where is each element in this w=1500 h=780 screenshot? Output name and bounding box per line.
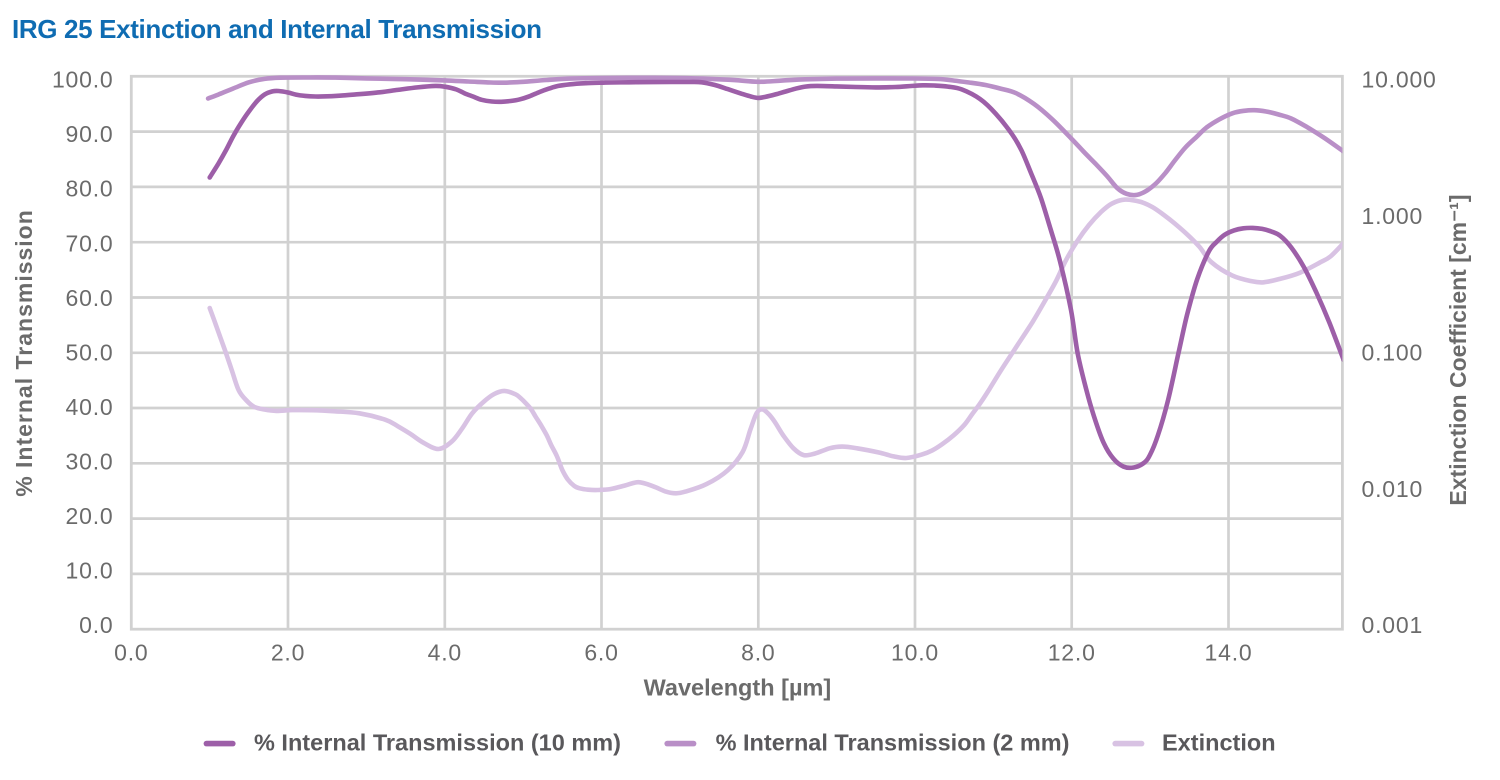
svg-text:% Internal Transmission (2 mm): % Internal Transmission (2 mm) bbox=[716, 730, 1070, 756]
svg-text:10.000: 10.000 bbox=[1362, 67, 1437, 93]
svg-text:0.0: 0.0 bbox=[114, 640, 148, 666]
svg-text:Wavelength [µm]: Wavelength [µm] bbox=[644, 675, 832, 701]
svg-text:10.0: 10.0 bbox=[891, 640, 939, 666]
svg-text:90.0: 90.0 bbox=[66, 121, 114, 147]
svg-text:30.0: 30.0 bbox=[66, 449, 114, 475]
svg-text:60.0: 60.0 bbox=[66, 285, 114, 311]
svg-text:80.0: 80.0 bbox=[66, 176, 114, 202]
svg-text:8.0: 8.0 bbox=[741, 640, 775, 666]
svg-text:Extinction Coefficient [cm⁻¹]: Extinction Coefficient [cm⁻¹] bbox=[1445, 194, 1471, 505]
svg-text:Extinction: Extinction bbox=[1162, 730, 1276, 756]
svg-text:12.0: 12.0 bbox=[1048, 640, 1096, 666]
svg-text:0.0: 0.0 bbox=[79, 612, 113, 638]
svg-text:100.0: 100.0 bbox=[52, 67, 114, 93]
svg-text:0.001: 0.001 bbox=[1362, 612, 1424, 638]
svg-text:6.0: 6.0 bbox=[584, 640, 618, 666]
svg-text:0.100: 0.100 bbox=[1362, 339, 1424, 365]
svg-text:20.0: 20.0 bbox=[66, 503, 114, 529]
svg-text:10.0: 10.0 bbox=[66, 558, 114, 584]
svg-text:IRG 25 Extinction and Internal: IRG 25 Extinction and Internal Transmiss… bbox=[12, 14, 542, 44]
svg-text:2.0: 2.0 bbox=[271, 640, 305, 666]
svg-text:50.0: 50.0 bbox=[66, 339, 114, 365]
svg-text:70.0: 70.0 bbox=[66, 230, 114, 256]
svg-text:4.0: 4.0 bbox=[428, 640, 462, 666]
svg-text:% Internal Transmission: % Internal Transmission bbox=[11, 209, 37, 497]
svg-text:1.000: 1.000 bbox=[1362, 203, 1424, 229]
svg-text:0.010: 0.010 bbox=[1362, 476, 1424, 502]
svg-text:% Internal Transmission (10 mm: % Internal Transmission (10 mm) bbox=[254, 730, 621, 756]
svg-text:14.0: 14.0 bbox=[1205, 640, 1253, 666]
svg-text:40.0: 40.0 bbox=[66, 394, 114, 420]
